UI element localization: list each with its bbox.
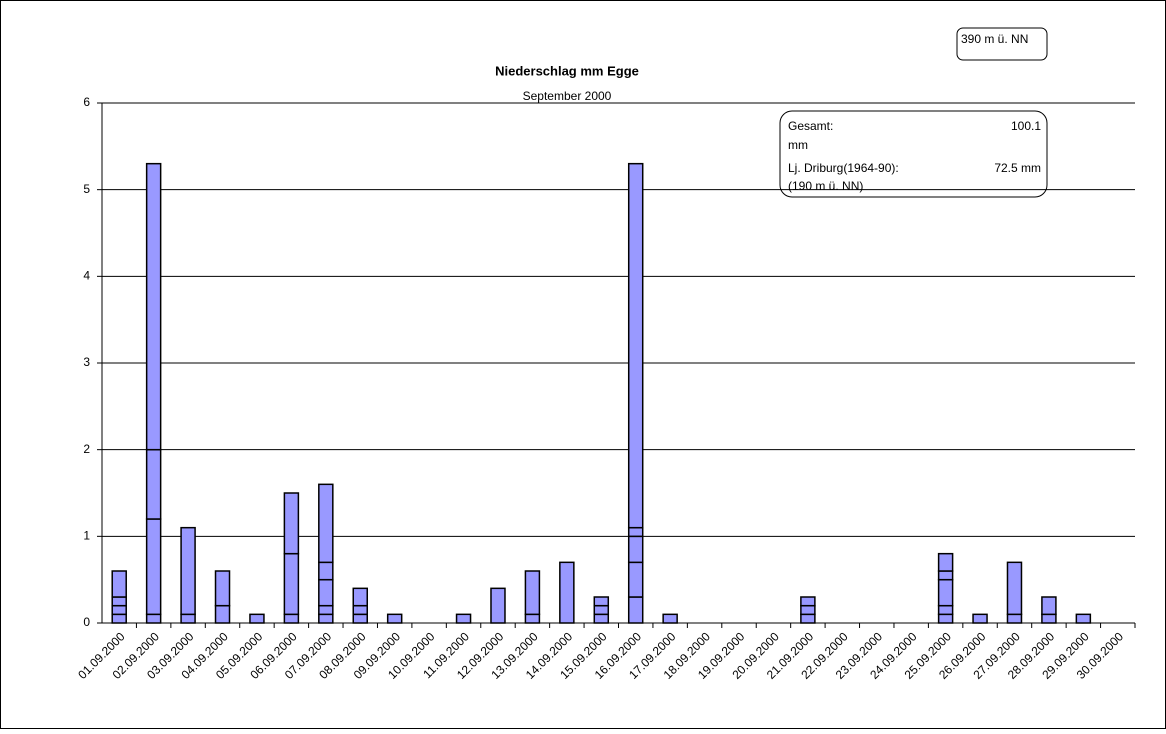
- bar-segment: [937, 570, 954, 581]
- bar-segment: [111, 570, 127, 598]
- info-text: mm: [788, 138, 808, 152]
- bar-segment: [318, 578, 334, 607]
- station-box: [956, 27, 1048, 61]
- bar-segment: [1006, 613, 1023, 624]
- chart-title: Niederschlag mm Egge: [495, 63, 639, 78]
- y-tick-label: 6: [83, 95, 90, 109]
- bar-segment: [524, 570, 541, 616]
- bar-segment: [800, 613, 816, 624]
- bar-segment: [937, 552, 954, 572]
- info-text: Gesamt:: [788, 119, 833, 133]
- bar-segment: [627, 596, 644, 624]
- bar-segment: [593, 604, 610, 616]
- bar-segment: [490, 587, 506, 624]
- bar-segment: [937, 613, 954, 624]
- bar-segment: [180, 613, 196, 624]
- chart-subtitle: September 2000: [523, 89, 612, 103]
- y-tick-label: 3: [83, 355, 90, 369]
- info-text: Lj. Driburg(1964-90):: [788, 161, 899, 175]
- bar-segment: [214, 570, 231, 607]
- bar-segment: [627, 162, 644, 529]
- bar-segment: [1075, 613, 1092, 624]
- bar-segment: [1006, 561, 1023, 616]
- bar-segment: [662, 613, 678, 624]
- bar-segment: [593, 596, 610, 607]
- y-tick-label: 1: [83, 529, 90, 543]
- bar-segment: [386, 613, 403, 624]
- y-tick-label: 4: [83, 269, 90, 283]
- bar-segment: [180, 526, 196, 616]
- bar-segment: [352, 613, 368, 624]
- info-text: 100.1: [1011, 119, 1041, 133]
- bar-segment: [145, 162, 162, 451]
- bar-segment: [214, 604, 231, 624]
- bar-segment: [318, 483, 334, 564]
- info-box: Gesamt: 100.1 mm Lj. Driburg(1964-90): 72.5 …: [788, 119, 1041, 193]
- bar-segment: [111, 596, 127, 607]
- bar-segment: [559, 561, 575, 624]
- bar-segment: [627, 535, 644, 564]
- bar-segment: [283, 552, 300, 616]
- bar-segment: [627, 561, 644, 598]
- bar-segment: [249, 613, 265, 624]
- bar-segment: [111, 604, 127, 616]
- y-tick-label: 0: [83, 615, 90, 629]
- bar-segment: [593, 613, 610, 624]
- bar-segment: [145, 613, 162, 624]
- bar-segment: [145, 518, 162, 616]
- bar-segment: [972, 613, 988, 624]
- bar-segment: [283, 613, 300, 624]
- bar-segment: [111, 613, 127, 624]
- bar-segment: [455, 613, 472, 624]
- info-text: (190 m ü. NN): [788, 179, 863, 193]
- bar-segment: [318, 604, 334, 616]
- bar-segment: [1041, 596, 1057, 616]
- y-tick-label: 2: [83, 442, 90, 456]
- bar-segment: [318, 613, 334, 624]
- bar-segment: [145, 448, 162, 520]
- bar-segment: [800, 604, 816, 616]
- bar-segment: [283, 492, 300, 555]
- bar-segment: [352, 587, 368, 607]
- bar-segment: [1041, 613, 1057, 624]
- station-label: 390 m ü. NN: [961, 32, 1028, 46]
- y-tick-label: 5: [83, 182, 90, 196]
- bar-segment: [524, 613, 541, 624]
- bar-segment: [627, 526, 644, 538]
- bar-segment: [352, 604, 368, 616]
- info-text: 72.5 mm: [994, 161, 1041, 175]
- bar-segment: [937, 578, 954, 607]
- info-box-frame: [779, 110, 1048, 198]
- bar-segment: [937, 604, 954, 616]
- bar-segment: [318, 561, 334, 581]
- bar-segment: [800, 596, 816, 607]
